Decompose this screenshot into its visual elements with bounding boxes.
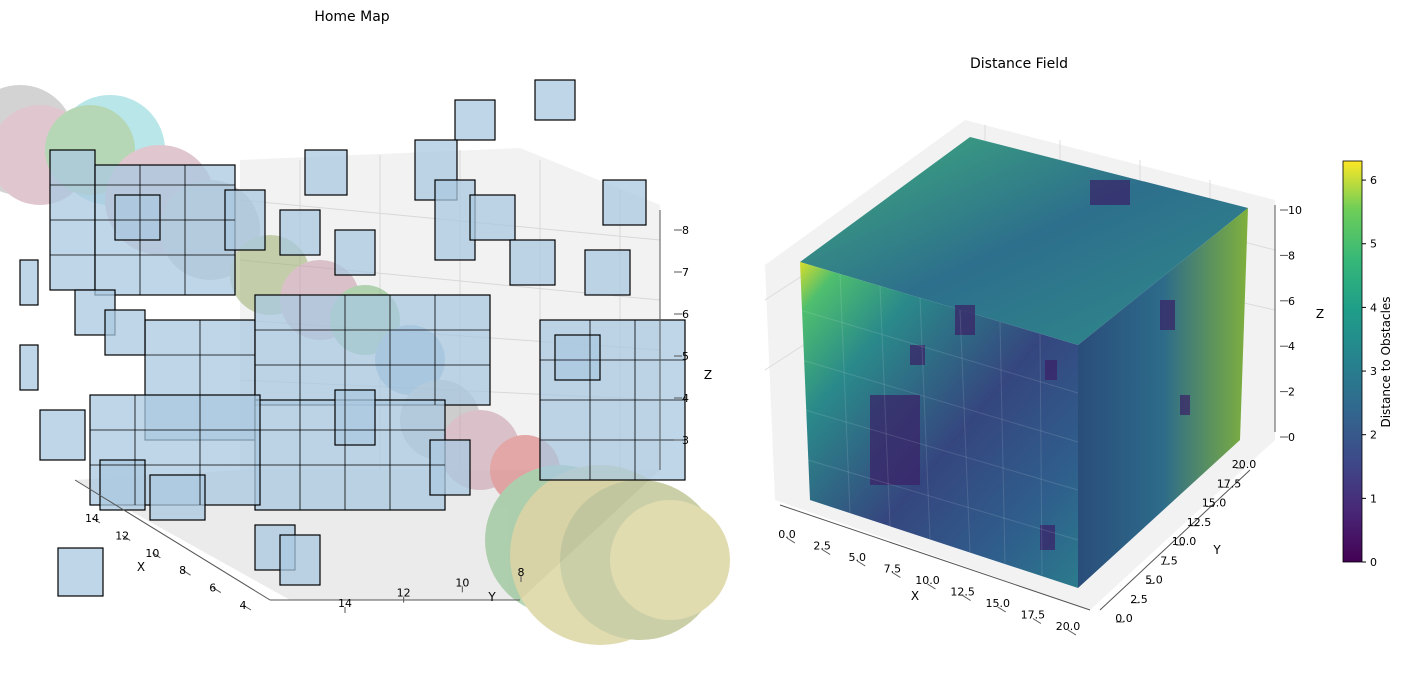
home-map-x-tick-label: 4 — [240, 599, 247, 612]
home-map-y-tick-label: 12 — [397, 587, 411, 600]
home-map-z-tick-label: 4 — [682, 392, 689, 405]
home-map-x-tick-label: 8 — [179, 564, 186, 577]
home-map-x-tick-label: 12 — [115, 529, 129, 542]
home-map-x-tick-mark — [91, 517, 101, 524]
home-map-x-ticks: 14 12 10 8 6 4 — [85, 512, 252, 612]
home-map-x-tick-mark — [182, 569, 191, 576]
df-z-tick-label: 6 — [1288, 295, 1295, 308]
home-map-axes — [74, 210, 661, 601]
colorbar-tick-label: 4 — [1370, 301, 1377, 314]
df-x-ticks: 0.0 2.5 5.0 7.5 10.0 12.5 15.0 17.5 20.0 — [778, 528, 1081, 636]
df-z-tick-label: 0 — [1288, 431, 1295, 444]
df-x-tick-label: 17.5 — [1021, 609, 1046, 622]
home-map-z-tick-label: 8 — [682, 224, 689, 237]
df-x-tick-mark — [997, 606, 1007, 613]
distance-field-panel: Distance Field — [764, 56, 1393, 636]
home-map-z-tick-label: 3 — [682, 434, 689, 447]
df-y-tick-label: 15.0 — [1202, 497, 1227, 510]
df-x-tick-label: 12.5 — [950, 586, 975, 599]
colorbar-label: Distance to Obstacles — [1379, 296, 1393, 427]
cube-voxel-lines — [799, 273, 1079, 576]
df-x-tick-label: 10.0 — [915, 574, 940, 587]
home-map-z-tick-label: 5 — [682, 350, 689, 363]
cube-top-face — [800, 137, 1248, 345]
home-map-x-tick-mark — [212, 587, 222, 594]
df-axes — [779, 205, 1276, 611]
df-x-tick-mark — [927, 583, 936, 590]
df-y-tick-label: 12.5 — [1187, 516, 1212, 529]
colorbar — [1342, 160, 1363, 563]
home-map-x-tick-label: 14 — [85, 512, 99, 525]
df-y-tick-label: 7.5 — [1160, 554, 1178, 567]
home-map-y-tick-label: 10 — [455, 576, 469, 589]
home-map-x-tick-mark — [152, 552, 161, 559]
df-x-label: X — [911, 589, 919, 603]
home-map-z-tick-label: 6 — [682, 308, 689, 321]
df-x-tick-mark — [1032, 618, 1042, 624]
df-x-tick-label: 7.5 — [884, 563, 902, 576]
home-map-x-tick-label: 6 — [209, 582, 216, 595]
df-y-tick-label: 0.0 — [1115, 612, 1133, 625]
home-map-z-label: Z — [704, 368, 712, 382]
home-map-z-ticks: 8 7 6 5 4 3 — [674, 224, 689, 447]
df-x-tick-mark — [1067, 629, 1077, 636]
home-map-z-tick-label: 7 — [682, 266, 689, 279]
df-x-tick-mark — [821, 549, 831, 555]
df-x-tick-mark — [962, 595, 971, 601]
colorbar-ticks: 0 1 2 3 4 5 6 — [1362, 174, 1377, 569]
df-z-tick-label: 4 — [1288, 340, 1295, 353]
df-z-tick-label: 8 — [1288, 249, 1295, 262]
colorbar-tick-label: 2 — [1370, 429, 1377, 442]
home-map-y-ticks: 14 12 10 8 — [338, 566, 525, 613]
df-z-tick-label: 10 — [1288, 204, 1302, 217]
home-map-title: Home Map — [314, 9, 389, 25]
colorbar-tick-label: 6 — [1370, 174, 1377, 187]
colorbar-tick-label: 5 — [1370, 238, 1377, 251]
cube-dark-patches — [870, 180, 1190, 550]
df-y-tick-label: 2.5 — [1130, 593, 1148, 606]
df-x-tick-mark — [856, 560, 866, 567]
df-y-tick-label: 20.0 — [1232, 458, 1257, 471]
df-y-tick-label: 10.0 — [1172, 535, 1197, 548]
home-map-y-tick-label: 14 — [338, 597, 352, 610]
cube-front-face — [800, 262, 1078, 588]
home-map-panel: Home Map — [0, 9, 730, 645]
df-x-tick-mark — [892, 572, 901, 578]
df-x-tick-mark — [786, 537, 796, 544]
df-y-tick-label: 5.0 — [1145, 574, 1163, 587]
home-map-x-tick-label: 10 — [145, 547, 159, 560]
colorbar-tick-label: 3 — [1370, 365, 1377, 378]
home-map-x-tick-mark — [242, 604, 252, 611]
home-map-y-tick-label: 8 — [518, 566, 525, 579]
df-x-tick-label: 15.0 — [986, 597, 1011, 610]
df-z-label: Z — [1316, 307, 1324, 321]
df-z-tick-label: 2 — [1288, 386, 1295, 399]
df-z-ticks: 0 2 4 6 8 10 — [1280, 204, 1302, 444]
home-map-y-label: Y — [487, 590, 496, 604]
df-x-tick-label: 0.0 — [778, 528, 796, 541]
colorbar-tick-label: 0 — [1370, 556, 1377, 569]
colorbar-tick-label: 1 — [1370, 492, 1377, 505]
df-y-ticks: 0.0 2.5 5.0 7.5 10.0 12.5 15.0 17.5 20.0 — [1115, 458, 1256, 625]
df-x-tick-label: 20.0 — [1056, 620, 1081, 633]
df-x-tick-label: 2.5 — [813, 540, 831, 553]
df-y-tick-label: 17.5 — [1217, 477, 1242, 490]
distance-field-title: Distance Field — [970, 56, 1068, 72]
voxel-gridlines — [50, 165, 685, 510]
df-x-tick-label: 5.0 — [849, 551, 867, 564]
home-map-x-tick-mark — [121, 534, 131, 541]
cube-side-face — [1078, 208, 1248, 588]
df-y-label: Y — [1212, 543, 1221, 557]
home-map-x-label: X — [137, 560, 145, 574]
